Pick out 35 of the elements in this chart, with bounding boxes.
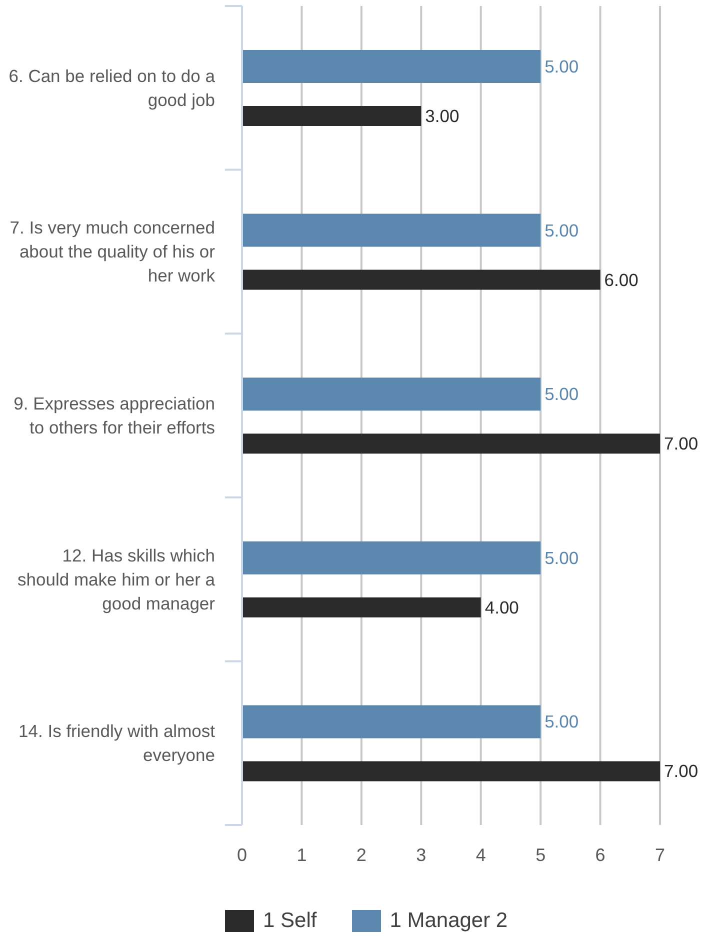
data-label: 5.00 bbox=[544, 548, 579, 568]
bar bbox=[242, 50, 541, 83]
data-label: 5.00 bbox=[544, 56, 579, 76]
bar bbox=[242, 214, 541, 247]
bar bbox=[242, 761, 660, 782]
y-tick-label: 14. Is friendly with almost everyone bbox=[18, 721, 216, 766]
bar bbox=[242, 597, 481, 618]
bar bbox=[242, 378, 541, 411]
x-tick-label: 3 bbox=[416, 844, 426, 865]
bar bbox=[242, 106, 422, 126]
x-tick-label: 1 bbox=[296, 844, 307, 865]
data-label: 7.00 bbox=[664, 434, 698, 454]
x-tick-label: 5 bbox=[536, 844, 546, 865]
x-tick-label: 0 bbox=[236, 844, 248, 865]
legend-label: 1 Self bbox=[263, 909, 317, 933]
x-tick-label: 7 bbox=[654, 844, 666, 865]
bar bbox=[242, 270, 600, 290]
x-tick-label: 2 bbox=[356, 844, 366, 865]
y-tick-label: 12. Has skills which should make him or her a good manager bbox=[18, 545, 216, 614]
x-tick-label: 4 bbox=[476, 844, 486, 865]
bar bbox=[242, 434, 660, 454]
x-tick-label: 6 bbox=[595, 844, 606, 865]
data-label: 5.00 bbox=[544, 220, 579, 240]
data-label: 5.00 bbox=[544, 712, 579, 732]
y-tick-label: 6. Can be relied on to do a good job bbox=[8, 66, 216, 110]
data-label: 7.00 bbox=[664, 761, 698, 782]
data-label: 4.00 bbox=[484, 597, 520, 618]
y-tick-label: 7. Is very much concerned about the quality of his or her work bbox=[10, 218, 216, 286]
data-label: 3.00 bbox=[425, 106, 460, 126]
data-label: 5.00 bbox=[544, 384, 579, 404]
bar bbox=[242, 705, 541, 738]
bar bbox=[242, 541, 541, 574]
legend-label: 1 Manager 2 bbox=[390, 909, 508, 933]
data-label: 6.00 bbox=[604, 270, 639, 290]
y-tick-label: 9. Expresses appreciation to others for their efforts bbox=[14, 394, 216, 438]
